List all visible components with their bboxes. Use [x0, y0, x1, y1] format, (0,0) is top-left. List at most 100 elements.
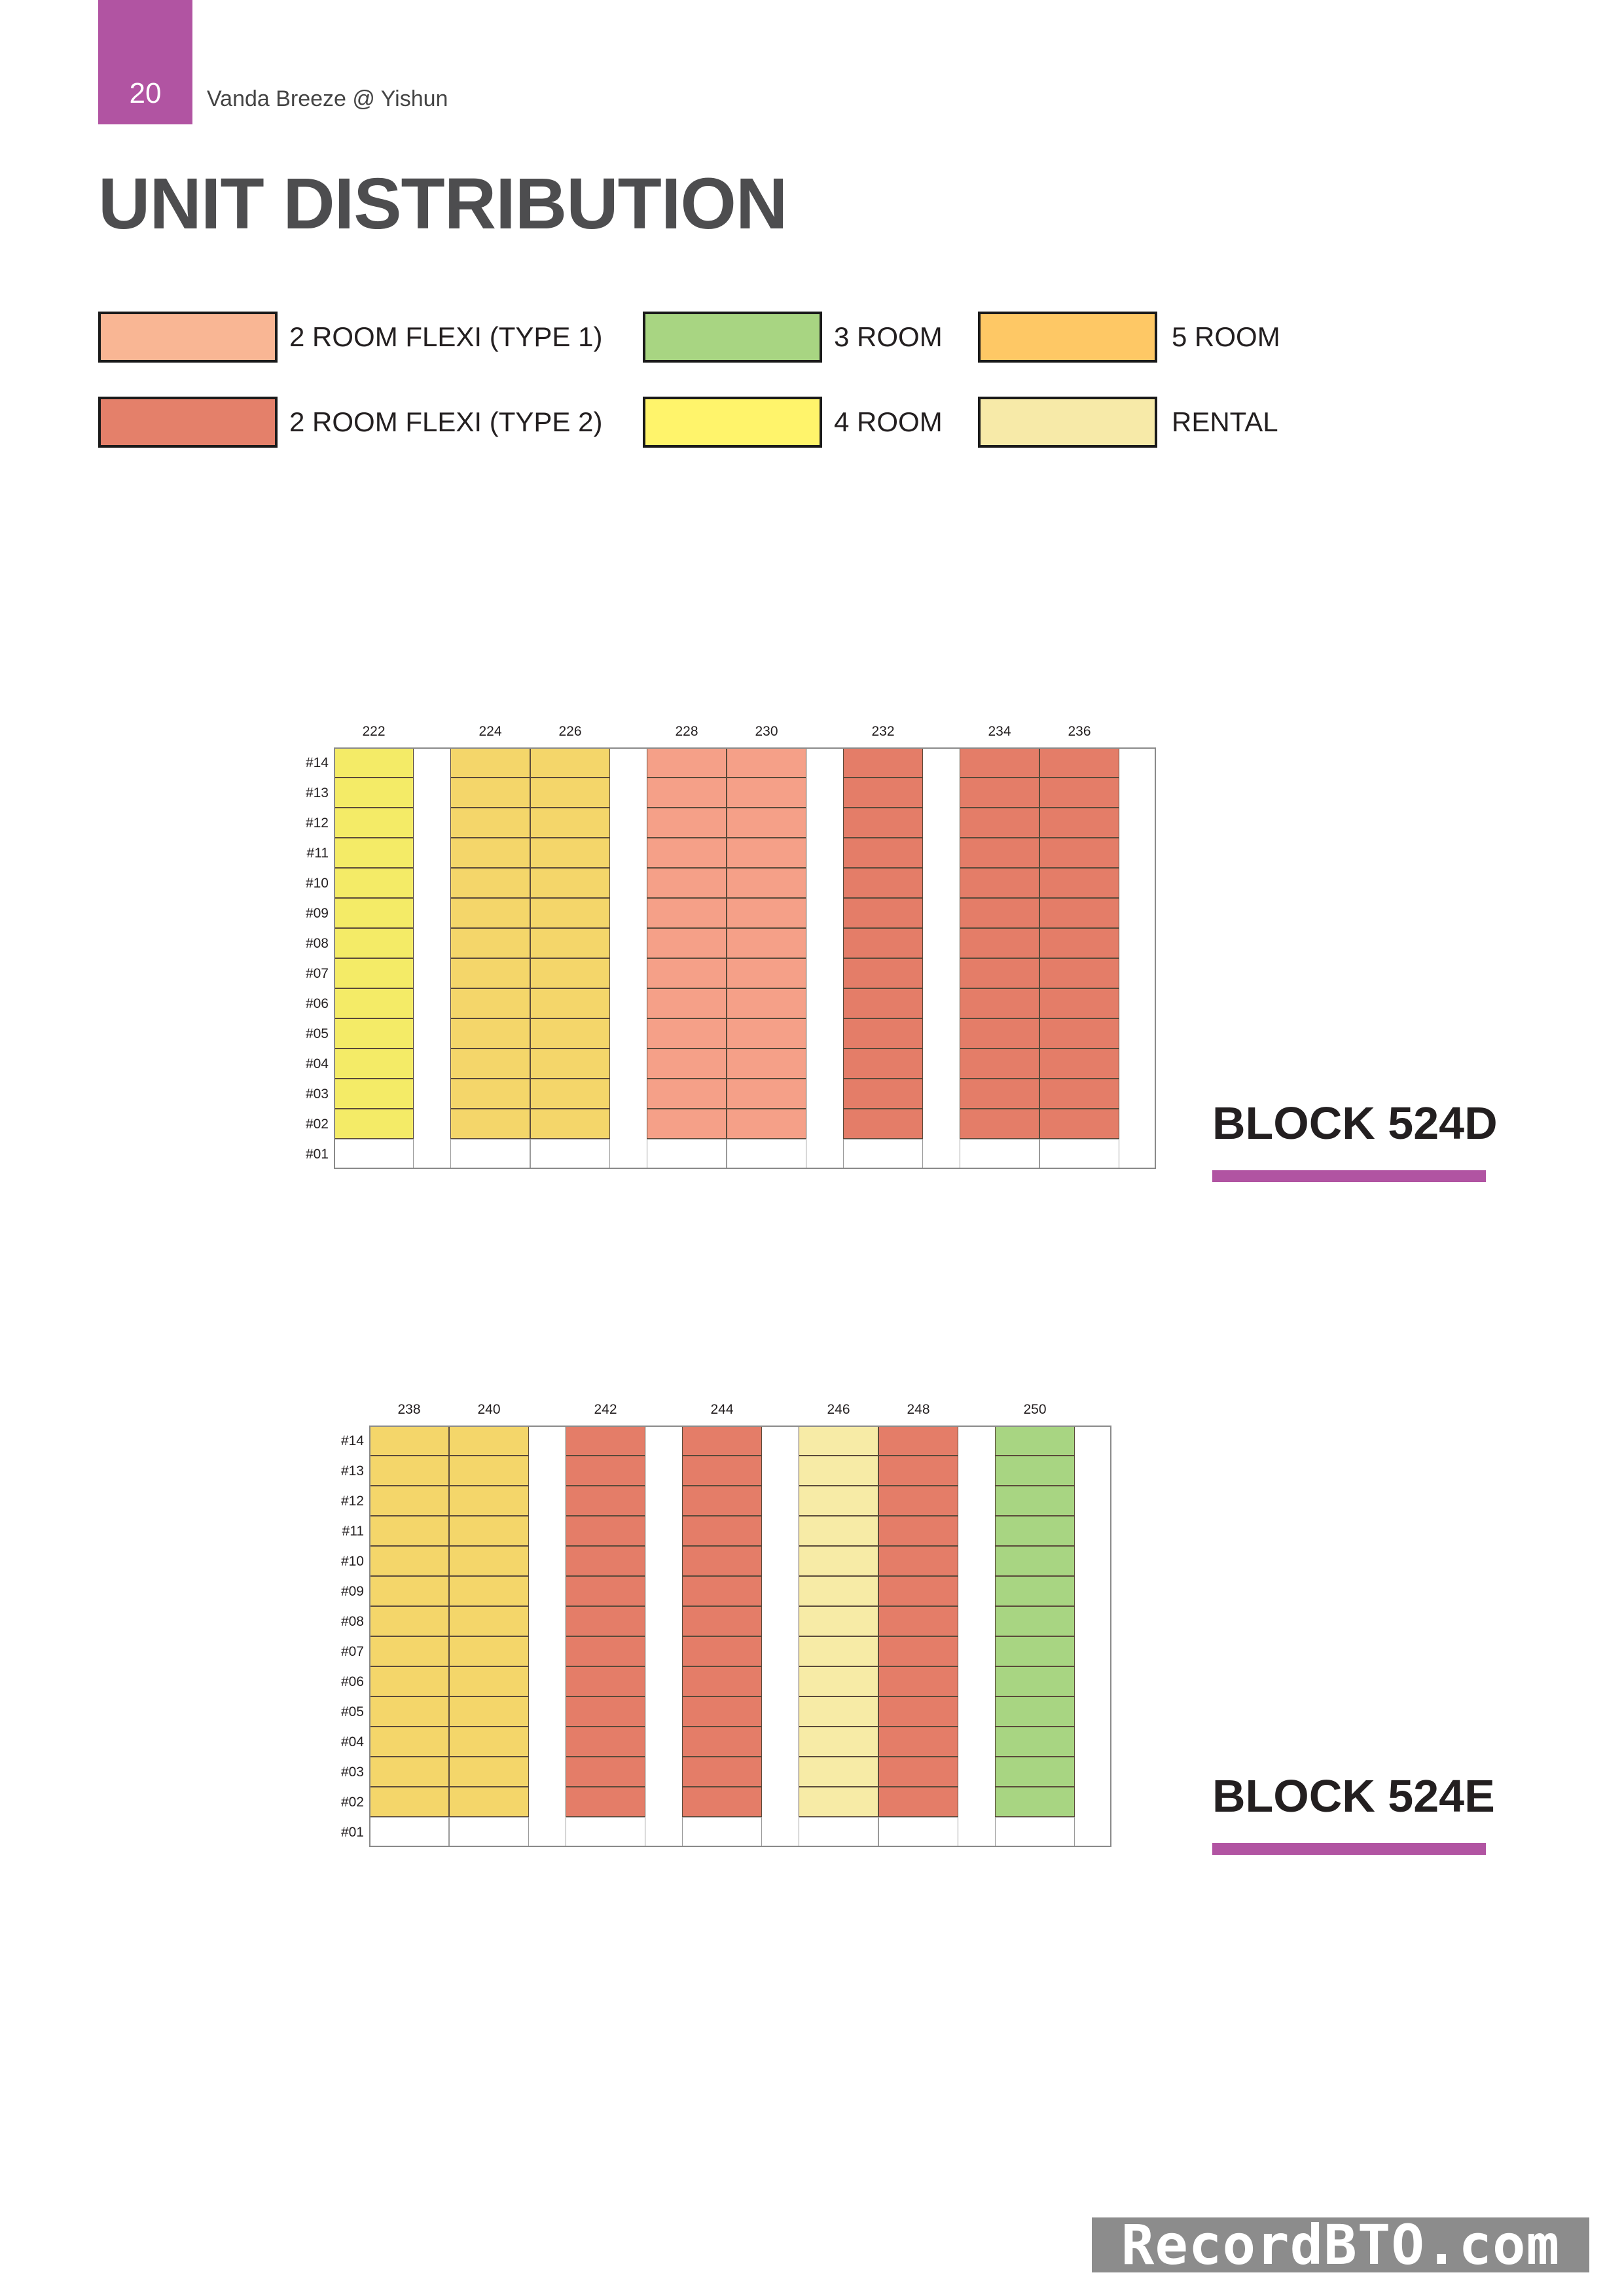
unit-cell	[449, 1576, 529, 1606]
unit-cell	[647, 898, 727, 928]
unit-cell	[843, 1109, 923, 1139]
floor-label: #06	[340, 1674, 364, 1689]
unit-cell	[566, 1576, 645, 1606]
unit-cell	[727, 958, 806, 988]
floor-label: #13	[305, 785, 329, 800]
unit-cell	[530, 898, 610, 928]
floor-label: #02	[340, 1795, 364, 1810]
unit-cell	[682, 1486, 762, 1516]
unit-cell	[727, 1109, 806, 1139]
legend-swatch	[98, 397, 278, 448]
floor-label: #03	[340, 1765, 364, 1780]
unit-cell	[566, 1727, 645, 1757]
unit-cell	[647, 928, 727, 958]
void-deck-cell	[449, 1817, 529, 1847]
unit-cell	[647, 868, 727, 898]
unit-cell	[960, 928, 1039, 958]
stack-number: 224	[478, 724, 502, 739]
unit-cell	[727, 808, 806, 838]
unit-cell	[878, 1576, 958, 1606]
unit-cell	[960, 1018, 1039, 1049]
unit-cell	[450, 928, 530, 958]
unit-cell	[682, 1456, 762, 1486]
unit-cell	[449, 1757, 529, 1787]
floor-label: #12	[305, 816, 329, 831]
floor-label: #01	[340, 1825, 364, 1840]
unit-cell	[682, 1576, 762, 1606]
legend-swatch	[643, 312, 822, 363]
unit-cell	[566, 1426, 645, 1456]
stack-number: 240	[477, 1402, 501, 1417]
unit-cell	[334, 988, 414, 1018]
floor-label: #07	[340, 1644, 364, 1659]
unit-cell	[878, 1787, 958, 1817]
legend-item-3room: 3 ROOM	[643, 312, 943, 363]
unit-cell	[727, 1018, 806, 1049]
floor-label: #05	[305, 1026, 329, 1041]
legend-swatch	[978, 312, 1157, 363]
legend-swatch	[643, 397, 822, 448]
unit-cell	[647, 1109, 727, 1139]
unit-cell	[449, 1636, 529, 1666]
unit-cell	[995, 1666, 1075, 1696]
unit-cell	[566, 1456, 645, 1486]
unit-cell	[449, 1516, 529, 1546]
block-title-524d: BLOCK 524D	[1212, 1098, 1498, 1149]
unit-cell	[369, 1727, 449, 1757]
void-deck-cell	[878, 1817, 958, 1847]
floor-label: #05	[340, 1704, 364, 1719]
unit-cell	[334, 898, 414, 928]
unit-cell	[1039, 838, 1119, 868]
floor-label: #04	[340, 1734, 364, 1749]
unit-cell	[647, 1079, 727, 1109]
unit-cell	[530, 988, 610, 1018]
stack-number: 244	[710, 1402, 734, 1417]
unit-cell	[566, 1787, 645, 1817]
unit-cell	[843, 958, 923, 988]
unit-cell	[878, 1666, 958, 1696]
unit-cell	[450, 1079, 530, 1109]
unit-cell	[647, 958, 727, 988]
floor-label: #10	[305, 876, 329, 891]
unit-cell	[647, 808, 727, 838]
unit-cell	[450, 1109, 530, 1139]
watermark-logo: RecordBTO.com	[1092, 2217, 1589, 2272]
floor-label: #08	[340, 1614, 364, 1629]
void-deck-cell	[727, 1139, 806, 1169]
unit-cell	[843, 778, 923, 808]
unit-cell	[566, 1666, 645, 1696]
unit-cell	[878, 1456, 958, 1486]
unit-cell	[450, 808, 530, 838]
block-title-524e: BLOCK 524E	[1212, 1770, 1495, 1821]
unit-cell	[530, 778, 610, 808]
unit-cell	[682, 1636, 762, 1666]
unit-cell	[334, 838, 414, 868]
unit-cell	[995, 1636, 1075, 1666]
stack-number: 242	[594, 1402, 617, 1417]
stack-number: 234	[988, 724, 1011, 739]
unit-cell	[450, 958, 530, 988]
unit-cell	[995, 1546, 1075, 1576]
unit-cell	[799, 1516, 878, 1546]
unit-cell	[530, 1049, 610, 1079]
unit-cell	[530, 838, 610, 868]
unit-cell	[843, 898, 923, 928]
unit-cell	[647, 838, 727, 868]
unit-cell	[960, 1109, 1039, 1139]
legend-swatch	[98, 312, 278, 363]
unit-cell	[647, 778, 727, 808]
stack-number: 222	[362, 724, 386, 739]
floor-label: #11	[306, 846, 329, 861]
stack-number: 238	[397, 1402, 421, 1417]
unit-cell	[450, 988, 530, 1018]
unit-cell	[960, 958, 1039, 988]
unit-cell	[682, 1426, 762, 1456]
unit-cell	[566, 1606, 645, 1636]
unit-cell	[843, 1079, 923, 1109]
void-deck-cell	[334, 1139, 414, 1169]
legend-item-5room: 5 ROOM	[978, 312, 1280, 363]
unit-cell	[1039, 928, 1119, 958]
unit-cell	[799, 1787, 878, 1817]
floor-label: #14	[340, 1433, 364, 1448]
unit-cell	[1039, 958, 1119, 988]
